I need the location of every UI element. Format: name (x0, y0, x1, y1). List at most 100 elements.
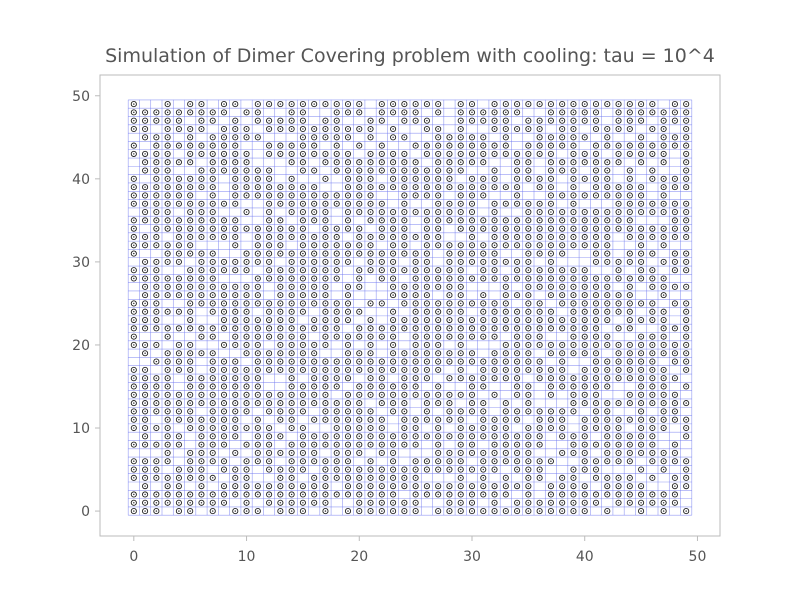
dimer-marker-dot (279, 128, 282, 130)
dimer-marker (401, 217, 408, 224)
dimer-marker (660, 233, 667, 241)
y-tick-label: 0 (81, 504, 90, 520)
dimer-marker-dot (662, 203, 665, 205)
dimer-marker (536, 474, 543, 481)
dimer-marker (457, 341, 464, 349)
dimer-marker (468, 350, 476, 357)
dimer-marker-dot (561, 244, 563, 246)
dimer-marker-dot (155, 360, 158, 363)
dimer-marker-dot (595, 360, 597, 363)
dimer-marker (390, 250, 397, 257)
dimer-marker-dot (437, 211, 439, 213)
dimer-marker (378, 441, 385, 448)
dimer-marker-dot (460, 435, 462, 438)
dimer-marker-dot (460, 410, 462, 413)
dimer-marker-dot (257, 244, 259, 246)
dimer-marker-dot (651, 203, 654, 205)
dimer-marker (333, 109, 340, 116)
dimer-marker (626, 101, 633, 108)
dimer-marker (390, 499, 397, 506)
dimer-marker-dot (437, 169, 439, 172)
dimer-marker (209, 391, 216, 398)
dimer-marker-dot (178, 352, 180, 354)
dimer-marker (570, 449, 577, 456)
dimer-marker-dot (324, 510, 327, 512)
dimer-marker (344, 350, 352, 357)
dimer-marker-dot (640, 194, 642, 197)
dimer-marker (446, 325, 453, 332)
dimer-marker (277, 416, 284, 423)
dimer-marker-dot (290, 493, 293, 496)
dimer-marker-dot (336, 227, 338, 230)
dimer-marker (660, 424, 667, 432)
dimer-marker-dot (584, 510, 586, 512)
dimer-marker (333, 192, 340, 199)
dimer-marker (514, 258, 521, 265)
dimer-marker-dot (527, 119, 530, 122)
dimer-marker (142, 192, 149, 199)
dimer-marker-dot (133, 443, 135, 446)
dimer-marker (220, 466, 228, 473)
dimer-marker-dot (369, 360, 372, 363)
dimer-marker-dot (414, 419, 417, 421)
dimer-marker-dot (538, 477, 541, 479)
dimer-marker-dot (505, 128, 507, 130)
dimer-marker (266, 333, 273, 340)
dimer-marker-dot (381, 219, 383, 222)
dimer-marker-dot (268, 119, 270, 122)
dimer-marker-dot (617, 203, 620, 205)
dimer-marker (344, 458, 352, 465)
dimer-marker (356, 499, 363, 506)
dimer-marker-dot (426, 369, 428, 371)
dimer-marker (412, 175, 419, 182)
dimer-marker-dot (324, 311, 327, 313)
dimer-marker-dot (550, 153, 552, 155)
dimer-marker-dot (460, 153, 462, 155)
dimer-marker (570, 217, 577, 224)
dimer-marker-dot (685, 352, 687, 354)
dimer-marker-dot (369, 161, 372, 163)
dimer-marker (604, 283, 611, 290)
dimer-marker (390, 325, 397, 332)
dimer-marker (209, 117, 216, 124)
dimer-marker (288, 350, 295, 357)
dimer-marker (536, 424, 543, 432)
dimer-marker (671, 109, 678, 116)
dimer-marker-dot (324, 211, 327, 213)
dimer-marker-dot (155, 410, 158, 413)
dimer-marker-dot (268, 327, 270, 330)
dimer-marker (220, 325, 228, 332)
dimer-marker (378, 300, 385, 307)
dimer-marker-dot (674, 460, 676, 462)
dimer-marker (344, 225, 352, 232)
dimer-marker (299, 383, 306, 390)
dimer-marker-dot (257, 485, 259, 487)
dimer-marker-dot (392, 327, 394, 330)
dimer-marker (243, 292, 250, 299)
dimer-marker-dot (505, 236, 507, 238)
dimer-marker (142, 292, 149, 299)
dimer-marker (378, 250, 385, 257)
dimer-marker-dot (279, 435, 282, 438)
dimer-marker (491, 483, 498, 490)
dimer-marker-dot (640, 377, 642, 379)
dimer-marker (525, 267, 532, 274)
dimer-marker-dot (381, 186, 383, 188)
dimer-marker (254, 101, 261, 108)
dimer-marker (356, 209, 363, 216)
dimer-marker (142, 416, 149, 423)
dimer-marker (468, 225, 476, 232)
dimer-marker (232, 233, 239, 241)
dimer-marker (333, 325, 340, 332)
dimer-marker (502, 316, 509, 324)
dimer-marker-dot (189, 103, 191, 105)
dimer-marker-dot (527, 161, 530, 163)
dimer-marker-dot (651, 460, 654, 462)
dimer-marker-dot (347, 136, 349, 138)
dimer-marker (514, 508, 521, 515)
dimer-marker (277, 474, 284, 481)
dimer-marker (390, 233, 397, 241)
dimer-marker (142, 366, 149, 373)
dimer-marker (638, 383, 645, 390)
dimer-marker (390, 267, 397, 274)
